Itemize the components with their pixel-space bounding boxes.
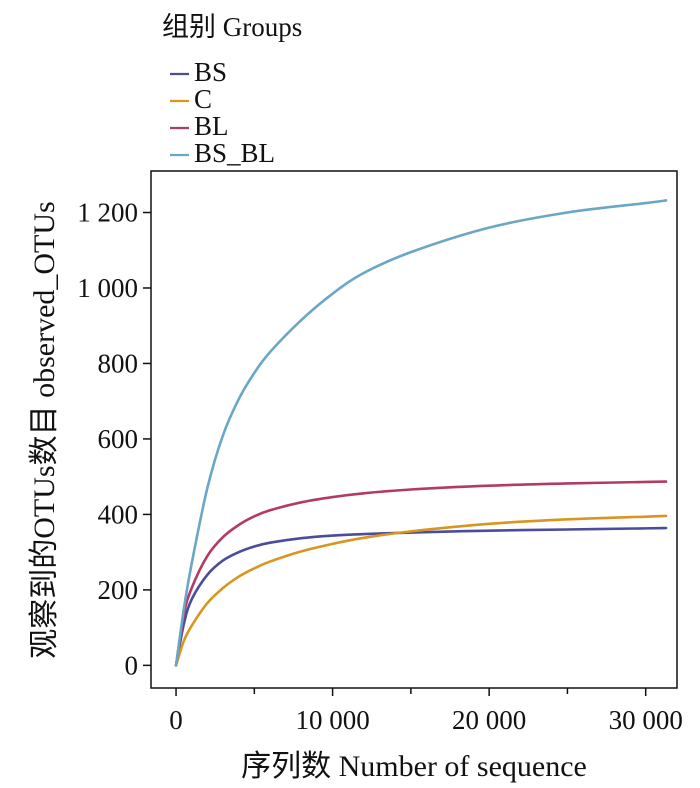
y-tick-label: 1 000: [77, 273, 138, 303]
legend-label: C: [194, 84, 212, 114]
x-axis: 0 10 000 20 000 30 000: [169, 688, 683, 735]
legend-label: BL: [194, 111, 229, 141]
y-axis-title: 观察到的OTUs数目 observed_OTUs: [28, 201, 61, 658]
y-tick-label: 0: [125, 650, 139, 680]
y-tick-label: 600: [98, 424, 139, 454]
plot-area-frame: [150, 170, 678, 689]
x-axis-title: 序列数 Number of sequence: [241, 750, 587, 783]
series-line-bs: [174, 526, 668, 667]
x-tick-label: 10 000: [295, 705, 369, 735]
legend-label: BS_BL: [194, 138, 275, 168]
y-axis: 0 200 400 600 800 1 000 1 200: [77, 198, 151, 680]
legend-label: BS: [194, 57, 227, 87]
legend-title: 组别 Groups: [162, 12, 302, 42]
x-tick-label: 30 000: [609, 705, 683, 735]
y-tick-label: 400: [98, 499, 139, 529]
y-tick-label: 1 200: [77, 198, 138, 228]
series-lines: [174, 199, 668, 667]
y-tick-label: 800: [98, 348, 139, 378]
y-tick-label: 200: [98, 575, 139, 605]
x-tick-label: 0: [169, 705, 183, 735]
series-line-bl: [174, 480, 668, 667]
x-tick-label: 20 000: [452, 705, 526, 735]
series-line-c: [174, 514, 668, 667]
series-line-bs-bl: [174, 199, 668, 667]
